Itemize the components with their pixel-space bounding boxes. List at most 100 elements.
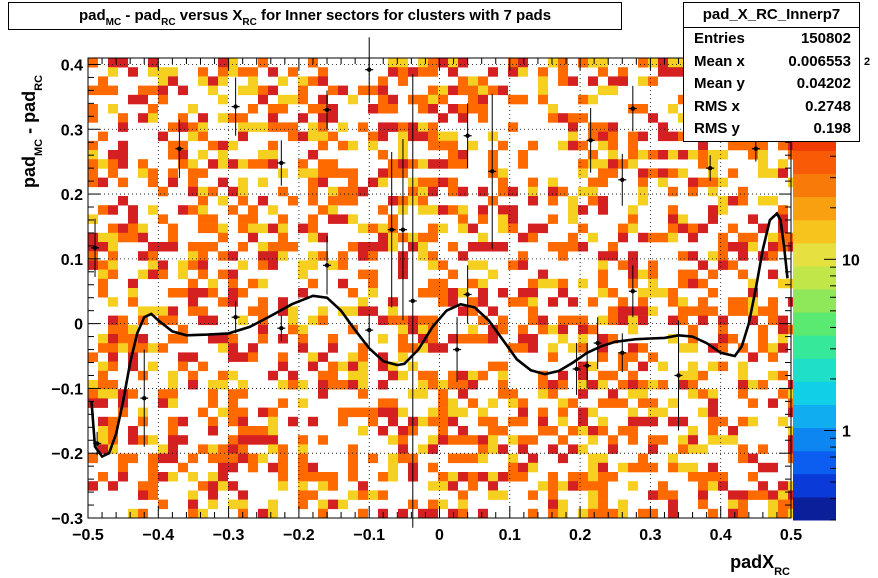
- heatmap-cell: [558, 67, 568, 77]
- heatmap-cell: [388, 361, 398, 372]
- heatmap-cell: [268, 462, 278, 473]
- heatmap-cell: [728, 196, 738, 206]
- y-axis-label: padMC - padRC: [19, 75, 45, 188]
- heatmap-cell: [668, 334, 678, 344]
- heatmap-cell: [578, 380, 588, 390]
- heatmap-cell: [708, 472, 718, 482]
- heatmap-cell: [768, 315, 778, 326]
- heatmap-cell: [738, 416, 748, 427]
- heatmap-cell: [638, 58, 648, 68]
- heatmap-cell: [778, 324, 788, 335]
- heatmap-cell: [158, 472, 168, 482]
- heatmap-cell: [608, 389, 618, 399]
- heatmap-cell: [458, 490, 468, 500]
- heatmap-cell: [598, 352, 608, 362]
- heatmap-cell: [488, 444, 498, 454]
- heatmap-cell: [448, 140, 458, 151]
- heatmap-cell: [438, 297, 448, 307]
- heatmap-cell: [208, 453, 218, 464]
- heatmap-cell: [188, 508, 198, 519]
- heatmap-cell: [688, 324, 698, 335]
- heatmap-cell: [318, 140, 328, 151]
- heatmap-cell: [138, 269, 148, 280]
- palette-band: [793, 173, 836, 198]
- heatmap-cell: [388, 398, 398, 408]
- heatmap-cell: [148, 58, 158, 68]
- heatmap-cell: [298, 288, 308, 298]
- heatmap-cell: [688, 306, 698, 316]
- heatmap-cell: [498, 186, 508, 197]
- heatmap-cell: [748, 315, 758, 326]
- heatmap-cell: [698, 499, 708, 510]
- heatmap-cell: [648, 444, 658, 454]
- heatmap-cell: [468, 260, 478, 270]
- heatmap-cell: [588, 380, 598, 390]
- heatmap-cell: [448, 131, 458, 142]
- stats-label: Mean x: [694, 52, 745, 70]
- heatmap-cell: [428, 324, 438, 335]
- heatmap-cell: [418, 131, 428, 142]
- heatmap-cell: [118, 122, 128, 132]
- heatmap-cell: [488, 85, 498, 96]
- heatmap-cell: [418, 389, 428, 399]
- heatmap-cell: [278, 462, 288, 473]
- heatmap-cell: [308, 223, 318, 234]
- heatmap-cell: [548, 472, 558, 482]
- heatmap-cell: [208, 140, 218, 151]
- heatmap-cell: [328, 113, 338, 123]
- heatmap-cell: [418, 58, 428, 68]
- heatmap-cell: [378, 380, 388, 390]
- heatmap-cell: [238, 122, 248, 132]
- heatmap-cell: [738, 269, 748, 280]
- heatmap-cell: [348, 370, 358, 381]
- heatmap-cell: [208, 481, 218, 491]
- heatmap-cell: [568, 315, 578, 326]
- heatmap-cell: [498, 324, 508, 335]
- heatmap-cell: [648, 508, 658, 519]
- heatmap-cell: [508, 416, 518, 427]
- heatmap-cell: [748, 278, 758, 289]
- heatmap-cell: [168, 306, 178, 316]
- heatmap-cell: [538, 269, 548, 280]
- heatmap-cell: [448, 370, 458, 381]
- heatmap-cell: [298, 472, 308, 482]
- heatmap-cell: [758, 490, 768, 500]
- heatmap-cell: [268, 444, 278, 454]
- heatmap-cell: [148, 472, 158, 482]
- heatmap-cell: [108, 481, 118, 491]
- y-tick-label: 0: [74, 317, 83, 334]
- heatmap-cell: [98, 159, 108, 169]
- heatmap-cell: [298, 324, 308, 335]
- heatmap-cell: [778, 389, 788, 399]
- heatmap-cell: [508, 58, 518, 68]
- heatmap-cell: [738, 499, 748, 510]
- heatmap-cell: [98, 398, 108, 408]
- heatmap-cell: [378, 490, 388, 500]
- heatmap-cell: [108, 269, 118, 280]
- heatmap-cell: [168, 140, 178, 151]
- heatmap-cell: [498, 168, 508, 178]
- palette-band: [793, 358, 836, 382]
- heatmap-cell: [198, 67, 208, 77]
- stats-value: 150802: [800, 30, 851, 47]
- heatmap-cell: [338, 168, 348, 178]
- heatmap-cell: [608, 76, 618, 86]
- heatmap-cell: [378, 94, 388, 105]
- heatmap-cell: [88, 159, 98, 169]
- heatmap-cell: [198, 214, 208, 224]
- heatmap-cell: [688, 444, 698, 454]
- heatmap-cell: [418, 186, 428, 197]
- heatmap-cell: [198, 251, 208, 261]
- heatmap-cell: [538, 94, 548, 105]
- heatmap-cell: [328, 481, 338, 491]
- heatmap-cell: [158, 306, 168, 316]
- heatmap-cell: [608, 85, 618, 96]
- heatmap-cell: [98, 343, 108, 353]
- heatmap-cell: [108, 324, 118, 335]
- heatmap-cell: [308, 416, 318, 427]
- stats-row-rms-y: RMS y 0.198: [684, 118, 859, 141]
- heatmap-cell: [208, 214, 218, 224]
- heatmap-cell: [518, 398, 528, 408]
- heatmap-cell: [248, 205, 258, 215]
- heatmap-cell: [358, 297, 368, 307]
